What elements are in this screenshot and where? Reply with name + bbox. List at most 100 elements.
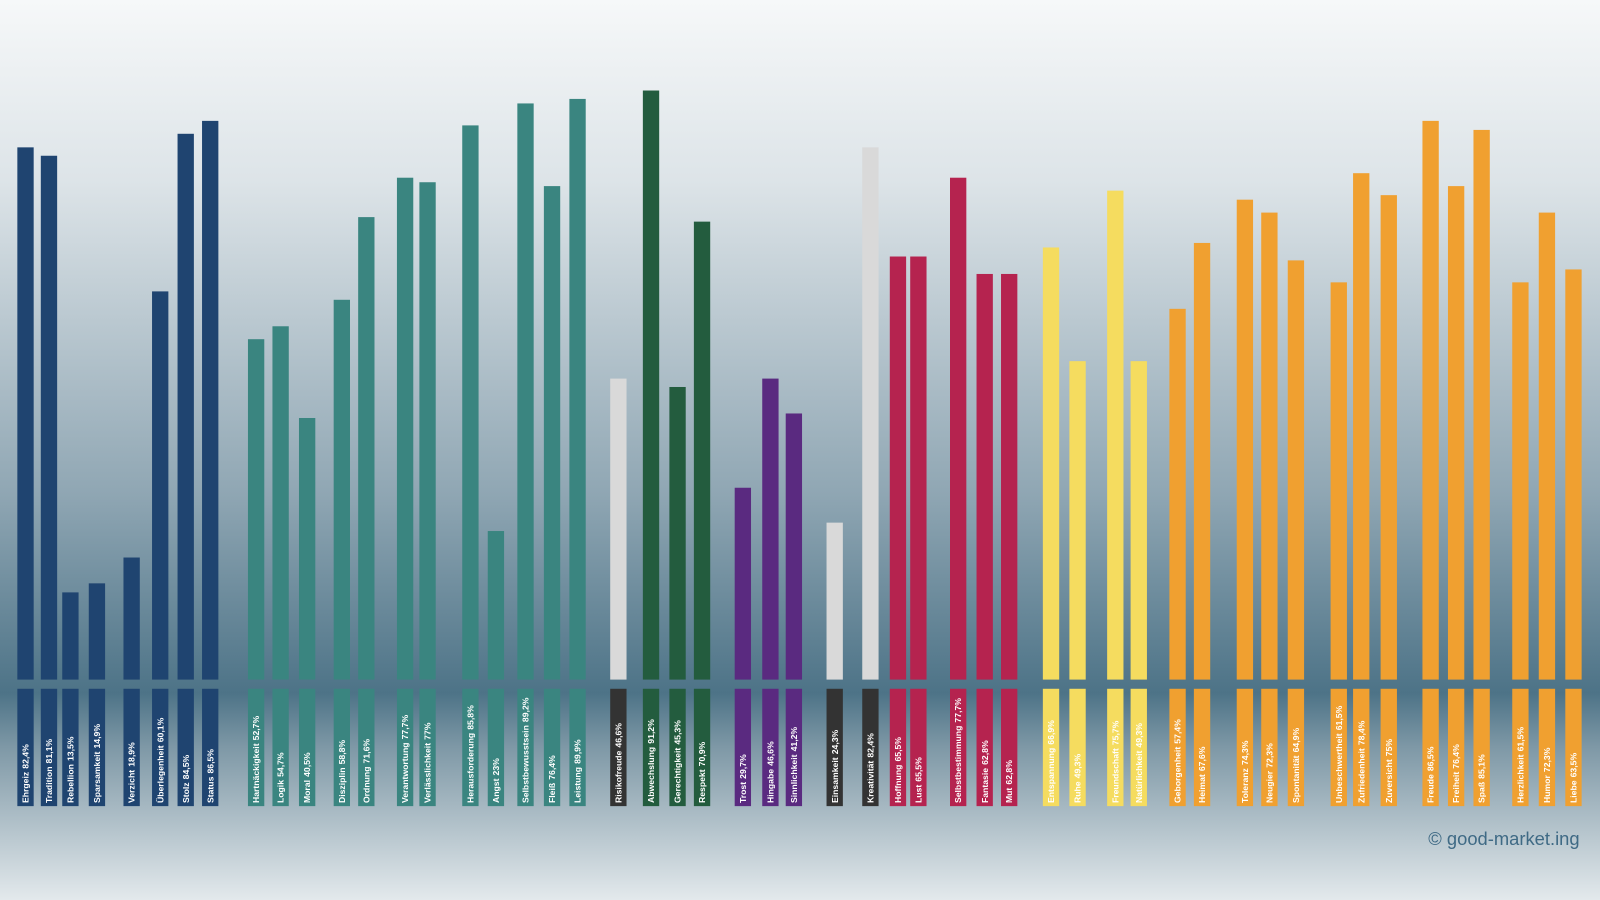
bar	[1380, 195, 1397, 680]
bar-label: Ruhe 49,3%	[1073, 754, 1083, 804]
category-label: Selbstbestimmung	[953, 726, 963, 803]
bar	[152, 291, 169, 680]
category-label: Mut	[1004, 788, 1014, 803]
bar-label: Moral 40,5%	[302, 752, 312, 803]
label-box	[1380, 688, 1397, 807]
bar	[1261, 212, 1278, 680]
category-label: Abwechslung	[646, 747, 656, 803]
label-box	[910, 688, 927, 807]
category-label: Lust	[913, 785, 923, 803]
bar	[1565, 269, 1582, 680]
bar	[17, 147, 34, 680]
category-label: Hoffnung	[893, 765, 903, 803]
bar	[1001, 273, 1018, 680]
bar-label: Liebe 63,5%	[1569, 753, 1579, 804]
bar	[88, 583, 106, 680]
bar-label: Abwechslung 91,2%	[646, 719, 656, 803]
category-label: Fantasie	[980, 768, 990, 803]
bar-label: Risikofreude 46,6%	[613, 723, 623, 803]
value-label: 85,1%	[1477, 754, 1487, 779]
label-box	[1001, 688, 1018, 807]
value-label: 74,3%	[1240, 740, 1250, 765]
category-label: Entspannung	[1046, 748, 1056, 803]
bar	[272, 326, 289, 680]
category-label: Trost	[738, 782, 748, 803]
bar	[785, 413, 803, 680]
value-label: 29,7%	[738, 754, 748, 779]
label-box	[543, 688, 561, 807]
bar-label: Sparsamkeit 14,9%	[92, 724, 102, 803]
category-label: Verantwortung	[400, 742, 410, 803]
category-label: Überlegenheit	[155, 745, 165, 803]
label-box	[202, 688, 219, 807]
bar-label: Angst 23%	[491, 758, 501, 803]
label-box	[419, 688, 436, 807]
bar-label: Trost 29,7%	[738, 754, 748, 803]
bar-label: Neugier 72,3%	[1264, 743, 1274, 803]
label-box	[669, 688, 686, 807]
value-label: 66,9%	[1046, 720, 1056, 745]
value-label: 49,3%	[1134, 723, 1144, 748]
bar	[177, 133, 194, 680]
bar	[517, 103, 534, 680]
value-label: 23%	[491, 758, 501, 776]
label-box	[1422, 688, 1439, 807]
bar-label: Spaß 85,1%	[1477, 754, 1487, 803]
value-label: 75,7%	[1110, 720, 1120, 745]
value-label: 89,9%	[573, 739, 583, 764]
label-box	[762, 688, 779, 807]
value-label: 62,8%	[1004, 760, 1014, 785]
category-label: Heimat	[1197, 774, 1207, 803]
category-label: Sparsamkeit	[92, 751, 102, 803]
category-label: Selbstbewusstsein	[521, 725, 531, 803]
value-label: 71,6%	[361, 739, 371, 764]
bar	[862, 147, 879, 680]
bar	[462, 125, 479, 680]
value-label: 82,4%	[865, 733, 875, 758]
bar	[1473, 129, 1490, 680]
category-label: Herausforderung	[465, 733, 475, 803]
value-label: 76,4%	[1451, 744, 1461, 769]
label-box	[569, 688, 586, 807]
label-box	[462, 688, 479, 807]
label-box	[1353, 688, 1370, 807]
bar	[569, 98, 586, 680]
value-label: 13,5%	[65, 736, 75, 761]
bar-label: Humor 72,3%	[1542, 747, 1552, 803]
value-label: 76,4%	[547, 755, 557, 780]
category-label: Respekt	[697, 769, 707, 803]
category-label: Freundschaft	[1110, 748, 1120, 803]
value-label: 65,5%	[913, 757, 923, 782]
bar	[950, 177, 967, 680]
category-label: Sinnlichkeit	[789, 754, 799, 803]
category-label: Ehrgeiz	[21, 771, 31, 803]
bar	[62, 592, 79, 680]
value-label: 91,2%	[646, 719, 656, 744]
category-label: Unbeschwertheit	[1334, 733, 1344, 803]
label-box	[1512, 688, 1529, 807]
label-box	[642, 688, 660, 807]
value-label: 61,5%	[1334, 705, 1344, 730]
category-label: Spontanität	[1291, 755, 1301, 803]
value-label: 41,2%	[789, 727, 799, 752]
value-label: 81,1%	[44, 739, 54, 764]
label-box	[1236, 688, 1254, 807]
bar	[1042, 247, 1060, 680]
bar	[976, 273, 993, 680]
value-label: 52,7%	[251, 715, 261, 740]
label-box	[1261, 688, 1278, 807]
bar-label: Hartnäckigkeit 52,7%	[251, 715, 261, 803]
bar-label: Lust 65,5%	[913, 757, 923, 803]
bar-label: Selbstbewusstsein 89,2%	[521, 697, 531, 803]
category-label: Humor	[1542, 775, 1552, 804]
bar-label: Rebellion 13,5%	[65, 736, 75, 803]
bar-label: Disziplin 58,8%	[337, 740, 347, 804]
value-label: 77,7%	[400, 715, 410, 740]
bar-label: Ehrgeiz 82,4%	[21, 744, 31, 803]
value-label: 62,8%	[980, 740, 990, 765]
label-box	[123, 688, 140, 807]
bars: Ehrgeiz 82,4% Tradition 81,1% Rebellion 13,5%…	[17, 90, 1582, 807]
category-label: Toleranz	[1240, 767, 1250, 803]
